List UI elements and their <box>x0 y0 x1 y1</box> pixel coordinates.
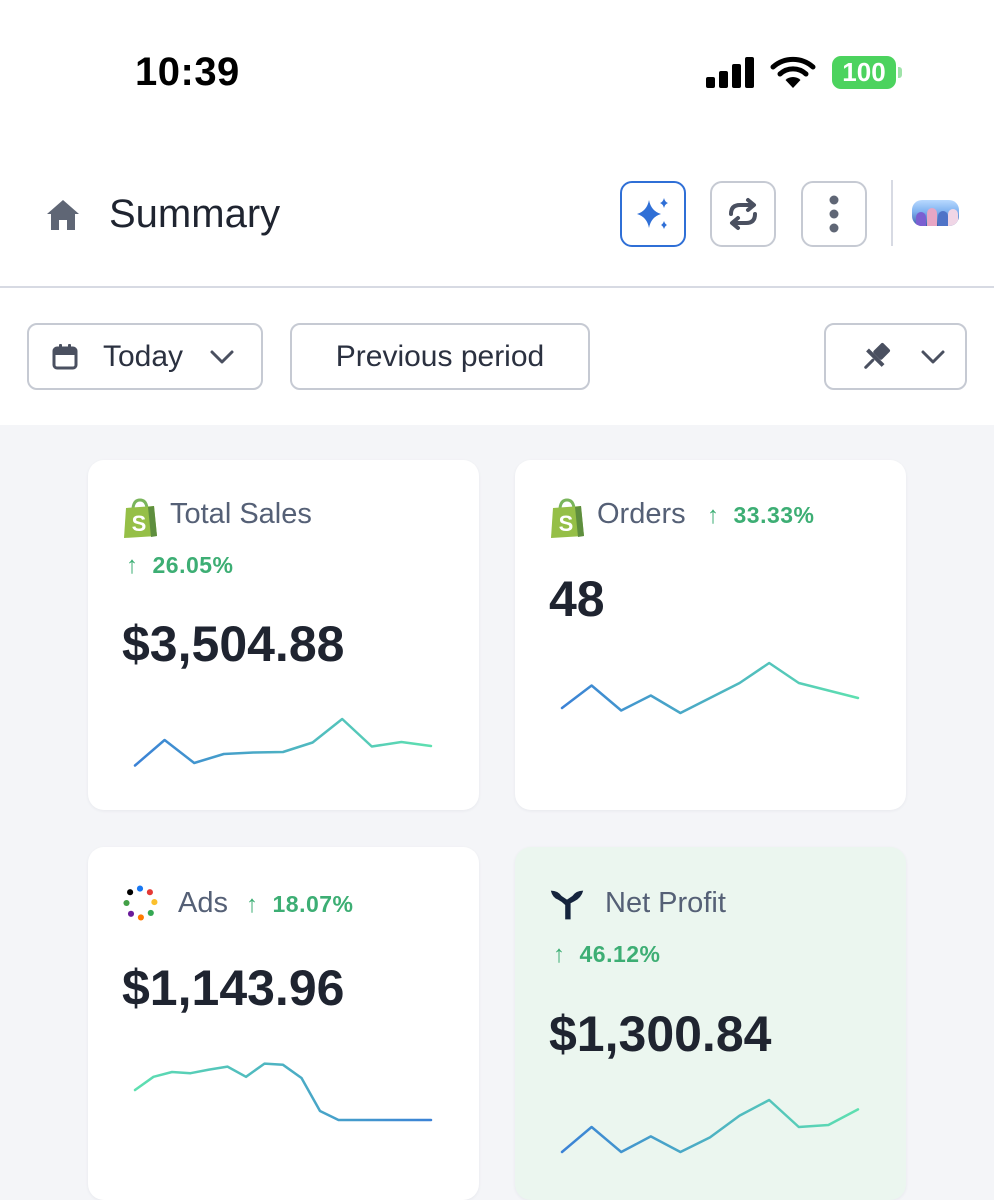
compare-period-label: Previous period <box>335 339 545 373</box>
metric-title: Net Profit <box>605 887 726 919</box>
sparkline-series <box>133 717 433 767</box>
metric-card-orders[interactable]: S Orders ↑ 33.33% 48 <box>515 460 906 810</box>
compare-period-button[interactable]: Previous period <box>290 323 590 390</box>
metric-change: ↑ 33.33% <box>707 502 815 530</box>
arrow-up-icon: ↑ <box>553 941 566 968</box>
arrow-up-icon: ↑ <box>246 891 259 918</box>
sparkline-series <box>560 661 860 715</box>
svg-text:S: S <box>132 511 147 536</box>
ai-assistant-button[interactable] <box>620 181 686 247</box>
status-bar: 10:39 100 <box>0 0 994 140</box>
multi-channel-icon <box>123 885 158 921</box>
sparkline-chart <box>133 1062 433 1122</box>
metric-change: ↑ 26.05% <box>126 552 234 580</box>
sparkline-chart <box>133 717 433 767</box>
metric-value: 48 <box>549 571 605 627</box>
header-divider <box>891 180 893 246</box>
triple-whale-icon <box>550 890 584 920</box>
metric-value: $1,300.84 <box>549 1006 772 1062</box>
svg-text:S: S <box>559 511 574 536</box>
status-time: 10:39 <box>135 50 240 94</box>
metric-change-value: 26.05% <box>152 552 234 578</box>
metric-title: Ads <box>178 887 228 919</box>
page-title: Summary <box>109 192 281 236</box>
metric-change-value: 33.33% <box>733 502 815 528</box>
arrow-up-icon: ↑ <box>126 552 139 579</box>
battery-icon: 100 <box>832 56 902 89</box>
sparkline-series <box>133 1062 433 1122</box>
wifi-icon <box>770 56 816 88</box>
metric-change-value: 46.12% <box>579 941 661 967</box>
metrics-grid: S Total Sales ↑ 26.05% $3,504.88 S Orders… <box>0 425 994 1200</box>
calendar-icon <box>52 343 78 369</box>
metric-title: Total Sales <box>170 498 312 530</box>
metric-value: $1,143.96 <box>122 960 345 1016</box>
page-header: Summary <box>0 170 994 288</box>
metric-card-ads[interactable]: Ads ↑ 18.07% $1,143.96 <box>88 847 479 1200</box>
chevron-down-icon <box>921 350 945 363</box>
pin-icon <box>864 342 891 369</box>
shopify-icon: S <box>551 498 584 538</box>
refresh-icon <box>729 198 757 230</box>
avatar[interactable] <box>912 200 959 226</box>
home-icon[interactable] <box>44 196 82 234</box>
signal-icon <box>706 56 758 88</box>
metric-change: ↑ 46.12% <box>553 941 661 969</box>
date-range-dropdown[interactable]: Today <box>27 323 263 390</box>
sparkline-chart <box>560 661 860 715</box>
chevron-down-icon <box>210 350 234 363</box>
pin-dropdown[interactable] <box>824 323 967 390</box>
metric-card-total-sales[interactable]: S Total Sales ↑ 26.05% $3,504.88 <box>88 460 479 810</box>
more-options-button[interactable] <box>801 181 867 247</box>
more-vertical-icon <box>829 195 839 233</box>
sparkline-series <box>560 1098 860 1154</box>
metric-change-value: 18.07% <box>272 891 354 917</box>
metric-value: $3,504.88 <box>122 616 345 672</box>
metric-title: Orders <box>597 498 686 530</box>
sparkline-chart <box>560 1098 860 1154</box>
battery-level: 100 <box>832 56 896 89</box>
date-range-label: Today <box>103 339 184 373</box>
filter-bar: Today Previous period <box>0 290 994 425</box>
shopify-icon: S <box>124 498 157 538</box>
metric-change: ↑ 18.07% <box>246 891 354 919</box>
arrow-up-icon: ↑ <box>707 502 720 529</box>
metric-card-net-profit[interactable]: Net Profit ↑ 46.12% $1,300.84 <box>515 847 906 1200</box>
refresh-button[interactable] <box>710 181 776 247</box>
sparkle-icon <box>637 198 668 229</box>
